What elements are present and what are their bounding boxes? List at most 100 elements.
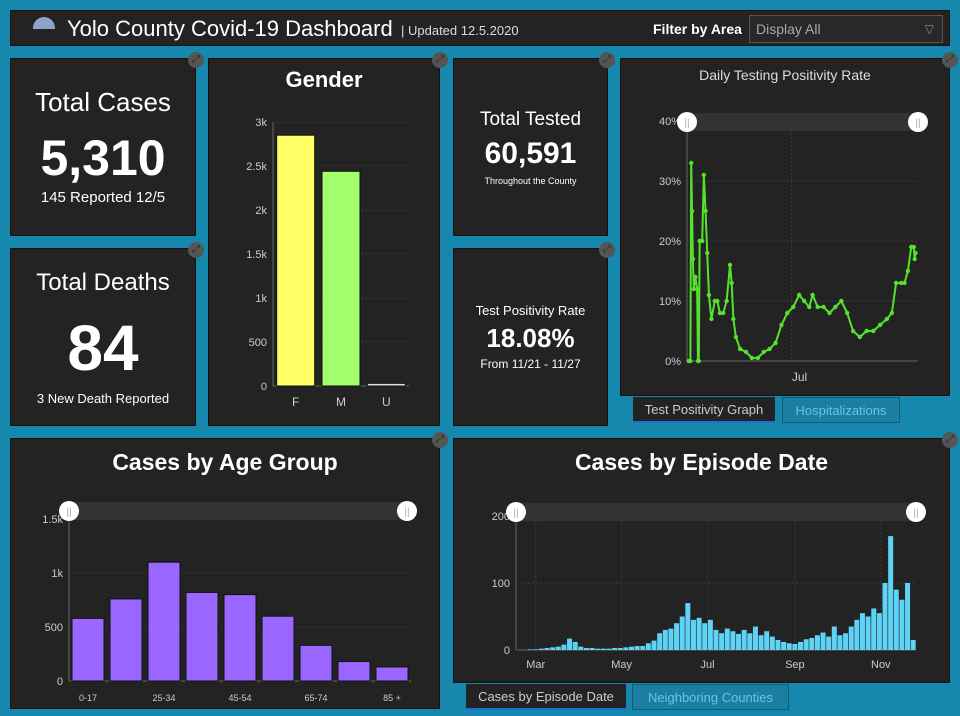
bar <box>820 632 826 650</box>
data-point <box>884 316 890 322</box>
bar <box>809 637 815 650</box>
bar <box>651 640 657 650</box>
bar <box>837 635 843 650</box>
bar <box>826 636 832 650</box>
total-tested-value: 60,591 <box>484 137 577 170</box>
page-title: Yolo County Covid-19 Dashboard <box>67 16 393 41</box>
data-point <box>850 328 856 334</box>
data-point <box>689 208 695 214</box>
bar <box>758 635 764 650</box>
bar <box>848 626 854 650</box>
bar <box>578 646 584 650</box>
expand-icon[interactable]: ⤢ <box>432 432 448 448</box>
bar <box>617 647 623 650</box>
total-tested-panel: Total Tested 60,591 Throughout the Count… <box>453 58 608 236</box>
bar <box>786 643 792 650</box>
bar <box>752 626 758 650</box>
bar <box>299 644 333 682</box>
filter-area-select[interactable]: Display All ▽ <box>749 15 943 43</box>
bar <box>690 619 696 650</box>
x-tick-label: Mar <box>526 659 545 671</box>
bar <box>550 647 556 650</box>
bar <box>337 661 371 682</box>
bar <box>572 641 578 650</box>
data-point <box>727 262 733 268</box>
bar <box>595 648 601 650</box>
bar <box>713 629 719 650</box>
bar <box>871 608 877 650</box>
total-tested-label: Total Tested <box>479 109 582 130</box>
data-point <box>688 358 693 364</box>
bar <box>831 626 837 650</box>
positivity-line-chart: 0%10%20%30%40% || ||Jul <box>659 112 928 384</box>
y-tick-label: 500 <box>249 337 267 349</box>
age-group-title: Cases by Age Group <box>112 449 338 475</box>
expand-icon[interactable]: ⤢ <box>188 242 204 258</box>
bar <box>612 647 618 650</box>
tab-test-positivity-graph[interactable]: Test Positivity Graph <box>633 397 775 423</box>
tab-neighboring-counties[interactable]: Neighboring Counties <box>632 684 789 710</box>
slider-handle <box>59 501 79 521</box>
total-cases-label: Total Cases <box>35 87 171 117</box>
bar <box>893 589 899 650</box>
expand-icon[interactable]: ⤢ <box>942 432 958 448</box>
bar <box>814 635 820 650</box>
bar <box>865 616 871 650</box>
data-point <box>749 355 755 361</box>
data-point <box>801 298 807 304</box>
x-tick-label: Jul <box>701 659 715 671</box>
positivity-value: 18.08% <box>486 323 575 353</box>
y-tick-label: 1.5k <box>246 249 267 261</box>
data-point <box>691 286 696 292</box>
bar <box>905 583 911 650</box>
data-point <box>773 340 778 346</box>
y-tick-label: 0 <box>504 645 510 657</box>
y-tick-label: 3k <box>255 117 267 129</box>
data-point <box>724 298 729 304</box>
data-point <box>889 310 895 316</box>
data-point <box>902 280 907 286</box>
data-point <box>729 280 734 286</box>
county-logo-icon <box>33 17 55 29</box>
total-cases-sub: 145 Reported 12/5 <box>40 189 166 206</box>
expand-icon[interactable]: ⤢ <box>599 52 615 68</box>
bar <box>719 633 725 650</box>
bar <box>668 628 674 650</box>
bar <box>589 647 595 650</box>
bar <box>707 619 713 650</box>
bar <box>527 649 533 650</box>
tab-cases-by-episode-date[interactable]: Cases by Episode Date <box>466 684 626 710</box>
daily-positivity-title: Daily Testing Positivity Rate <box>699 67 871 83</box>
x-tick-label: May <box>611 659 632 671</box>
tab-hospitalizations[interactable]: Hospitalizations <box>782 397 900 423</box>
data-point <box>731 316 736 322</box>
data-point <box>911 244 916 250</box>
positivity-label: Test Positivity Rate <box>475 303 586 318</box>
x-tick-label: U <box>382 395 391 409</box>
expand-icon[interactable]: ⤢ <box>188 52 204 68</box>
expand-icon[interactable]: ⤢ <box>942 52 958 68</box>
y-tick-label: 30% <box>659 176 681 188</box>
range-slider-track <box>69 502 407 520</box>
daily-positivity-panel: Daily Testing Positivity Rate 0% 10% 20% 30… <box>620 58 950 396</box>
bar <box>261 615 295 682</box>
range-slider-track <box>516 503 916 521</box>
y-tick-label: 1.5k <box>42 514 63 526</box>
y-tick-label: 200 <box>492 511 510 523</box>
slider-grip-icon: || <box>513 508 518 519</box>
y-tick-label: 0 <box>261 381 267 393</box>
data-point <box>791 304 796 310</box>
data-point <box>703 208 708 214</box>
data-point <box>699 238 705 244</box>
data-point <box>706 292 712 298</box>
total-cases-panel: Total Cases 5,310 145 Reported 12/5 <box>10 58 196 236</box>
data-point <box>701 172 707 178</box>
x-tick-label: Nov <box>871 659 891 671</box>
bar <box>685 603 691 650</box>
expand-icon[interactable]: ⤢ <box>599 242 615 258</box>
expand-icon[interactable]: ⤢ <box>432 52 448 68</box>
bar <box>600 648 606 650</box>
total-tested-sub: Throughout the County <box>484 176 577 186</box>
total-deaths-value: 84 <box>67 312 139 384</box>
